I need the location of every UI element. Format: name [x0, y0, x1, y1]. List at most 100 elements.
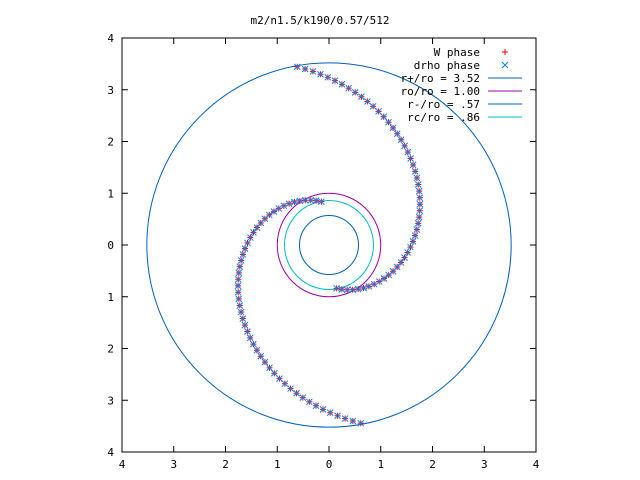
drho-phase-point	[345, 84, 353, 92]
drho-phase-point	[237, 257, 245, 264]
legend-plus-marker	[502, 49, 508, 55]
legend-label: rc/ro = .86	[407, 111, 480, 124]
drho-phase-point	[293, 63, 301, 71]
drho-phase-point	[369, 102, 377, 110]
drho-phase-point	[354, 285, 362, 293]
drho-phase-point	[239, 251, 247, 258]
drho-phase-point	[333, 284, 340, 292]
drho-phase-point	[389, 124, 397, 132]
y-tick-label: 1	[107, 291, 114, 304]
drho-phase-point	[414, 220, 422, 227]
drho-phase-point	[413, 174, 421, 182]
drho-phase-point	[324, 73, 332, 81]
drho-phase-point	[343, 286, 351, 294]
legend-label: r+/ro = 3.52	[401, 72, 480, 85]
drho-phase-point	[358, 93, 365, 101]
drho-phase-point	[237, 308, 245, 316]
drho-phase-point	[331, 77, 339, 85]
legend-label: r-/ro = .57	[407, 98, 480, 111]
drho-phase-point	[404, 148, 412, 156]
drho-phase-point	[244, 239, 251, 247]
circle-3-52	[146, 62, 512, 428]
x-tick-label: 1	[377, 458, 384, 471]
y-tick-label: 3	[107, 394, 114, 407]
drho-phase-point	[416, 207, 424, 215]
circle-0-86	[283, 199, 375, 291]
drho-phase-point	[235, 269, 243, 277]
drho-phase-point	[407, 155, 414, 162]
drho-phase-point	[404, 249, 412, 256]
x-tick-label: 4	[119, 458, 126, 471]
drho-phase-point	[270, 369, 278, 377]
drho-phase-point	[236, 302, 244, 309]
drho-phase-point	[287, 385, 294, 392]
drho-phase-point	[409, 161, 417, 169]
drho-phase-point	[234, 282, 242, 290]
drho-phase-point	[250, 340, 257, 348]
drho-phase-point	[239, 315, 247, 322]
circle-1	[276, 192, 382, 298]
drho-phase-point	[411, 168, 419, 175]
drho-phase-point	[326, 409, 334, 417]
drho-phase-point	[341, 415, 349, 422]
drho-phase-point	[380, 113, 388, 121]
drho-phase-point	[415, 187, 423, 195]
y-tick-label: 1	[107, 187, 114, 200]
drho-phase-point	[276, 375, 283, 382]
drho-phase-point	[246, 334, 254, 342]
drho-phase-point	[250, 229, 257, 236]
drho-phase-point	[285, 200, 293, 208]
x-tick-label: 3	[481, 458, 488, 471]
y-tick-label: 2	[107, 343, 114, 356]
drho-phase-point	[281, 380, 289, 388]
drho-phase-point	[365, 282, 373, 290]
drho-phase-point	[236, 263, 244, 270]
drho-phase-point	[246, 234, 254, 241]
drho-phase-point	[416, 194, 424, 202]
drho-phase-point	[357, 419, 365, 427]
reference-circles	[146, 62, 512, 428]
drho-phase-point	[319, 405, 327, 413]
drho-phase-point	[349, 417, 357, 425]
x-tick-label: 2	[222, 458, 229, 471]
drho-phase-point	[307, 196, 315, 204]
drho-phase-point	[349, 286, 357, 294]
drho-phase-point	[317, 70, 324, 78]
y-tick-label: 4	[107, 446, 114, 459]
drho-phase-point	[375, 108, 382, 115]
y-tick-label: 3	[107, 84, 114, 97]
drho-phase-point	[241, 245, 249, 252]
legend-label: ro/ro = 1.00	[401, 85, 480, 98]
circle-0-57	[299, 215, 359, 275]
drho-phase-point	[309, 68, 317, 75]
drho-phase-point	[414, 181, 422, 188]
drho-phase-point	[234, 288, 242, 296]
legend-label: W phase	[434, 46, 480, 59]
drho-phase-point	[334, 412, 341, 420]
drho-phase-point	[385, 118, 392, 126]
drho-phase-point	[416, 200, 424, 208]
drho-phase-point	[401, 254, 408, 261]
drho-phase-point	[338, 80, 346, 88]
chart-title: m2/n1.5/k190/0.57/512	[250, 14, 389, 27]
drho-phase-point	[397, 136, 405, 144]
legend-label: drho phase	[414, 59, 480, 72]
drho-phase-point	[280, 202, 288, 210]
drho-phase-point	[241, 321, 249, 329]
drho-phase-point	[312, 402, 320, 410]
drho-phase-point	[318, 198, 325, 206]
drho-phase-point	[253, 346, 261, 354]
drho-phase-point	[393, 130, 401, 138]
drho-phase-point	[401, 142, 408, 150]
x-tick-label: 2	[429, 458, 436, 471]
drho-phase-point	[235, 295, 243, 303]
drho-phase-point	[415, 213, 423, 221]
drho-phase-point	[375, 278, 383, 285]
drho-phase-point	[338, 285, 346, 293]
drho-phase-point	[411, 232, 419, 239]
drho-phase-point	[261, 358, 269, 366]
drho-phase-point	[351, 88, 359, 96]
phase-points	[234, 63, 424, 427]
